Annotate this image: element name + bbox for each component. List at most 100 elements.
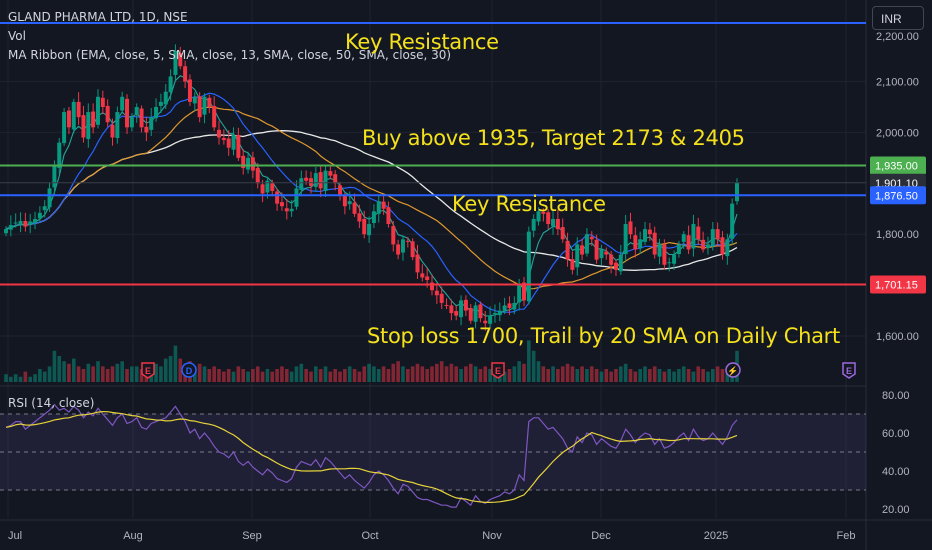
candle-body [304, 177, 309, 181]
candle-body [158, 101, 163, 106]
candle-body [371, 211, 376, 224]
volume-bar [541, 366, 546, 382]
candle-body [584, 234, 589, 254]
volume-bar [376, 369, 381, 382]
split-marker-jan: ⚡ [725, 362, 741, 378]
volume-bar [134, 366, 139, 382]
axes: 2,200.00 2,100.00 2,000.00 1,800.00 1,600.00… [8, 31, 926, 542]
volume-bar [551, 366, 555, 382]
candle-body [313, 173, 318, 187]
earnings-marker-nov-shape [491, 362, 505, 379]
candle-body [284, 208, 289, 212]
annotation-key-resistance-top: Key Resistance [345, 30, 499, 54]
candle-body [376, 201, 381, 214]
volume-bar [672, 371, 676, 382]
candle-body [28, 221, 33, 225]
candle-body [473, 305, 478, 322]
volume-bar [251, 369, 255, 382]
volume-bar [86, 363, 91, 382]
volume-bar [33, 374, 37, 382]
candle-body [633, 235, 638, 250]
volume-bar [580, 366, 584, 382]
volume-bar [623, 363, 628, 382]
candle-body [187, 79, 192, 102]
volume-bar [338, 371, 342, 382]
candle-body [599, 249, 604, 259]
volume-bar [410, 366, 415, 382]
level-badge-0 [870, 156, 926, 175]
candle-body [444, 304, 449, 306]
volume-bar [594, 369, 599, 382]
volume-bar [178, 358, 183, 382]
volume-bar [9, 376, 13, 382]
rsi-tick-0: 80.00 [882, 390, 910, 402]
candle-body [667, 262, 672, 264]
volume-bar [139, 369, 144, 382]
candle-body [410, 241, 415, 258]
candle-body [531, 218, 536, 231]
candle-body [71, 101, 76, 130]
volume-bar [435, 363, 439, 382]
volume-bar [343, 369, 347, 382]
candle-body [352, 202, 357, 214]
currency-selector[interactable]: INR [872, 6, 924, 30]
earnings-marker-nov: E [491, 362, 505, 379]
volume-bar [556, 369, 560, 382]
candle-body [647, 229, 652, 235]
level-badge-3 [870, 275, 926, 294]
candle-body [202, 96, 207, 115]
candle-body [454, 311, 459, 316]
candle-body [570, 259, 575, 270]
candle-body [270, 183, 275, 191]
candle-body [492, 313, 497, 315]
candle-body [643, 229, 648, 242]
candle-body [236, 134, 241, 158]
level-badge-text-2: 1,876.50 [875, 190, 918, 202]
candle-body [23, 220, 28, 227]
volume-bar [681, 366, 686, 382]
candle-body [265, 180, 270, 193]
rsi-label: RSI (14, close) [8, 396, 95, 410]
candle-body [391, 226, 396, 245]
candle-body [502, 305, 507, 311]
candle-body [76, 101, 81, 118]
candle-body [691, 224, 696, 249]
volume-bar [333, 369, 337, 382]
volume-bar [464, 366, 468, 382]
volume-bar [604, 369, 609, 382]
volume-bar [284, 369, 289, 382]
candle-body [47, 188, 52, 208]
volume-bar [207, 369, 212, 382]
symbol-title: GLAND PHARMA LTD, 1D, NSE [8, 10, 188, 24]
time-tick-3: Oct [361, 530, 378, 542]
rsi-tick-1: 60.00 [882, 428, 910, 440]
volume-bar [662, 371, 667, 382]
volume-bar [357, 371, 362, 382]
candle-body [381, 201, 386, 209]
candle-body [517, 285, 522, 303]
volume-bar [430, 366, 434, 382]
candle-body [52, 165, 57, 188]
candle-body [536, 211, 541, 222]
candle-body [638, 239, 643, 249]
candle-body [386, 207, 391, 225]
time-tick-4: Nov [482, 530, 502, 542]
vol-label: Vol [8, 29, 26, 43]
volume-bar [130, 366, 134, 382]
candle-body [308, 178, 313, 186]
candle-body [425, 276, 430, 281]
volume-bar [197, 363, 202, 382]
candle-body [37, 212, 42, 219]
candle-body [497, 310, 502, 316]
volume-bar [280, 366, 284, 382]
volume-bar [483, 366, 488, 382]
candle-body [701, 239, 706, 250]
volume-bar [478, 369, 483, 382]
candle-body [405, 240, 410, 242]
time-tick-6: 2025 [704, 530, 728, 542]
volume-bar [715, 366, 720, 382]
volume-bar [246, 371, 250, 382]
volume-bar [347, 366, 352, 382]
volume-bar [677, 369, 681, 382]
